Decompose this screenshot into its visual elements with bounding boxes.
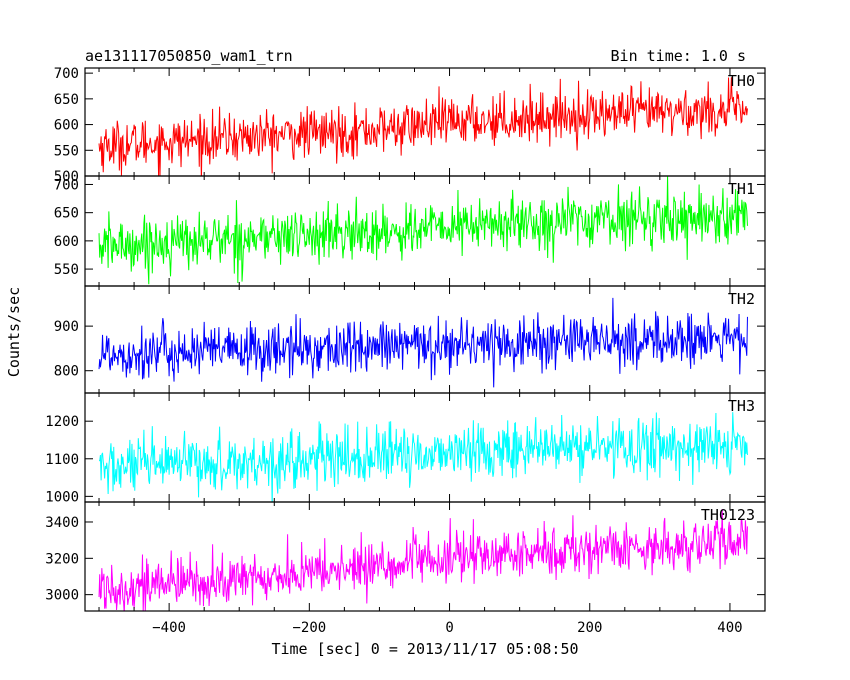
series-line-th3	[98, 412, 748, 502]
panel-frame	[84, 501, 766, 612]
panel-th2: 800 900 TH2	[54, 285, 766, 394]
x-tick-label: −200	[292, 620, 326, 636]
y-tick-label: 650	[54, 92, 79, 108]
panel-th1: 550 600 650 700 TH1	[54, 175, 766, 287]
y-axis-label: Counts/sec	[5, 287, 23, 377]
y-tick-label: 3000	[45, 588, 79, 604]
panel-label-th2: TH2	[728, 290, 755, 308]
y-tick-label: 600	[54, 234, 79, 250]
y-tick-label: 1100	[45, 452, 79, 468]
panel-label-th1: TH1	[728, 180, 755, 198]
panel-label-th0: TH0	[728, 72, 755, 90]
panel-label-th3: TH3	[728, 397, 755, 415]
y-tick-label: 650	[54, 206, 79, 222]
y-tick-label: 500	[54, 169, 79, 185]
panels: 500 550 600 650 700 TH0 550 600 650 700 TH1 800 900 T…	[45, 66, 766, 612]
x-tick-label: 0	[445, 620, 453, 636]
series-line-th0123	[98, 508, 748, 611]
x-tick-label: 200	[577, 620, 602, 636]
y-tick-label: 550	[54, 262, 79, 278]
panel-th0123: 3000 3200 3400 TH0123	[45, 501, 766, 612]
y-tick-label: 3400	[45, 515, 79, 531]
x-tick-label: 400	[717, 620, 742, 636]
y-tick-label: 700	[54, 66, 79, 82]
series-line-th2	[98, 297, 748, 388]
x-axis: −400 −200 0 200 400	[152, 620, 742, 636]
y-tick-label: 600	[54, 118, 79, 134]
y-tick-label: 3200	[45, 551, 79, 567]
y-tick-label: 700	[54, 177, 79, 193]
x-tick-label: −400	[152, 620, 186, 636]
plot-title: ae131117050850_wam1_trn	[85, 47, 293, 65]
y-tick-label: 550	[54, 143, 79, 159]
y-tick-label: 1200	[45, 414, 79, 430]
y-tick-label: 900	[54, 319, 79, 335]
panel-label-th0123: TH0123	[701, 506, 755, 524]
series-line-th0	[98, 77, 748, 176]
bin-time-label: Bin time: 1.0 s	[611, 47, 746, 65]
y-tick-label: 1000	[45, 489, 79, 505]
panel-th3: 1000 1100 1200 TH3	[45, 392, 766, 505]
panel-th0: 500 550 600 650 700 TH0	[54, 66, 766, 185]
x-axis-label: Time [sec] 0 = 2013/11/17 05:08:50	[271, 640, 578, 658]
y-tick-label: 800	[54, 364, 79, 380]
series-line-th1	[98, 176, 748, 285]
